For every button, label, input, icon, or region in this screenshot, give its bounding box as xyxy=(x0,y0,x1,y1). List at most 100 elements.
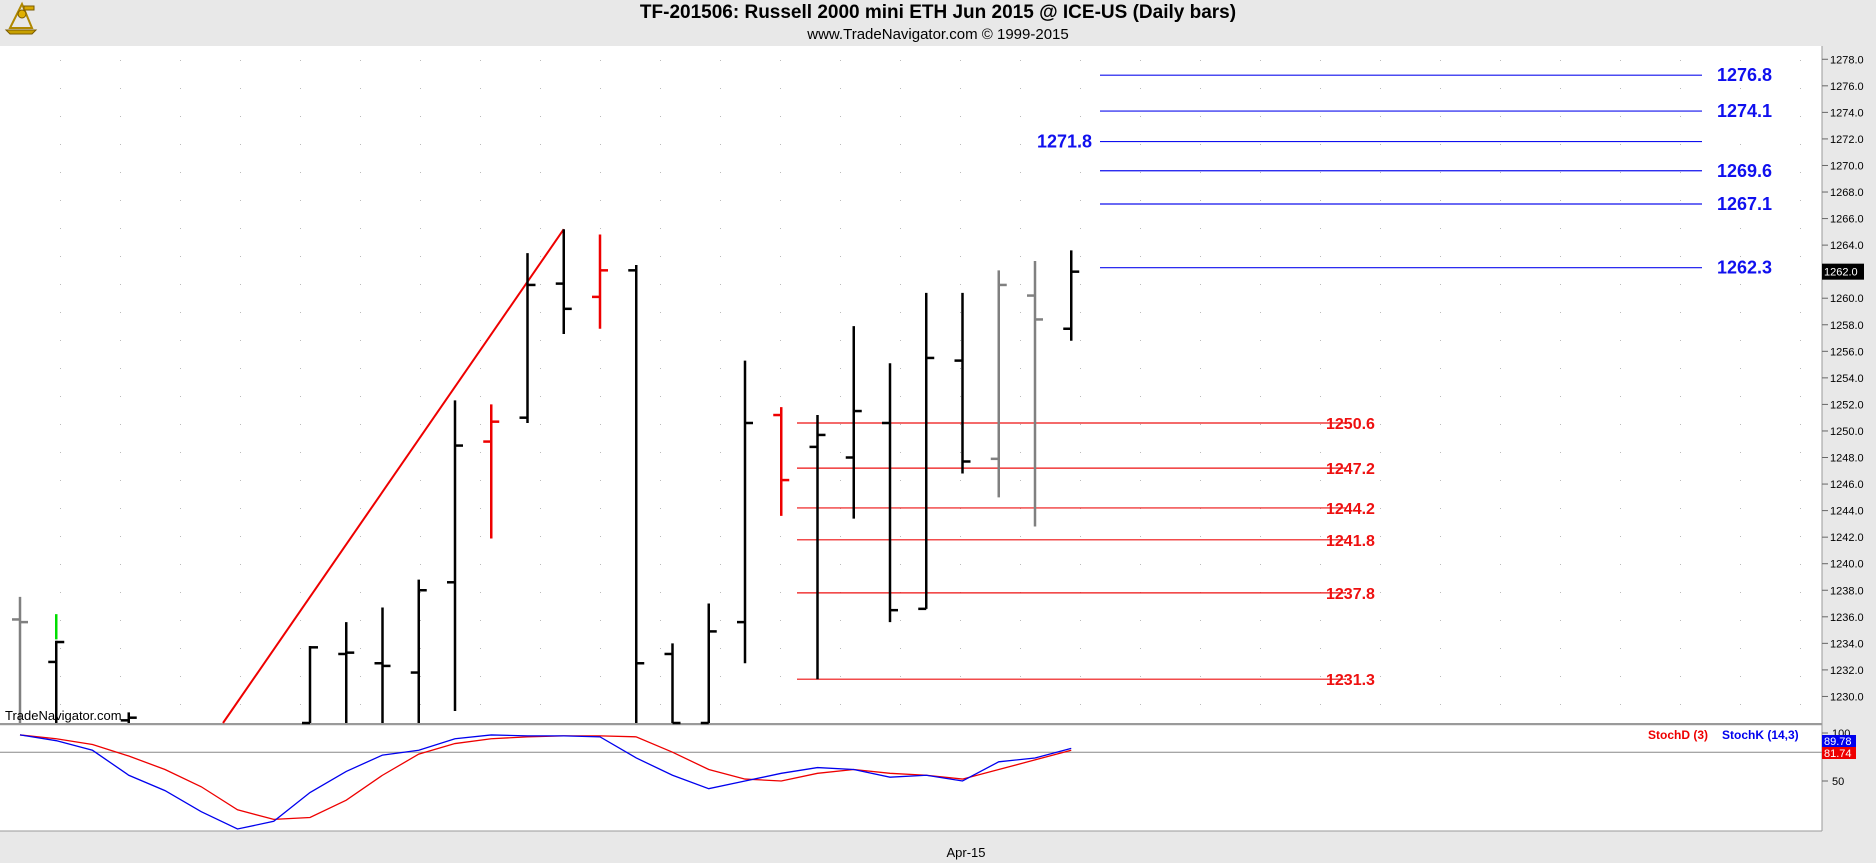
grid-dot xyxy=(1560,424,1561,425)
grid-dot xyxy=(1080,452,1081,453)
grid-dot xyxy=(1740,704,1741,705)
grid-dot xyxy=(900,704,901,705)
grid-dot xyxy=(780,620,781,621)
grid-dot xyxy=(1500,536,1501,537)
grid-dot xyxy=(1260,144,1261,145)
grid-dot xyxy=(1740,424,1741,425)
grid-dot xyxy=(1560,536,1561,537)
grid-dot xyxy=(540,620,541,621)
grid-dot xyxy=(120,536,121,537)
grid-dot xyxy=(1620,172,1621,173)
grid-dot xyxy=(1200,60,1201,61)
grid-dot xyxy=(720,284,721,285)
grid-dot xyxy=(1020,312,1021,313)
grid-dot xyxy=(780,88,781,89)
grid-dot xyxy=(1080,424,1081,425)
grid-dot xyxy=(120,228,121,229)
y-tick-label: 1278.0 xyxy=(1830,54,1864,66)
grid-dot xyxy=(1320,396,1321,397)
grid-dot xyxy=(1620,144,1621,145)
grid-dot xyxy=(1200,172,1201,173)
grid-dot xyxy=(1560,508,1561,509)
grid-dot xyxy=(900,620,901,621)
grid-dot xyxy=(540,536,541,537)
grid-dot xyxy=(960,144,961,145)
grid-dot xyxy=(1560,648,1561,649)
grid-dot xyxy=(1800,620,1801,621)
stochastic-panel-background xyxy=(0,726,1822,831)
grid-dot xyxy=(60,648,61,649)
grid-dot xyxy=(1620,480,1621,481)
grid-dot xyxy=(540,676,541,677)
grid-dot xyxy=(60,704,61,705)
grid-dot xyxy=(120,284,121,285)
grid-dot xyxy=(180,452,181,453)
grid-dot xyxy=(360,340,361,341)
y-tick-label: 1232.0 xyxy=(1830,665,1864,677)
grid-dot xyxy=(420,648,421,649)
grid-dot xyxy=(1740,508,1741,509)
grid-dot xyxy=(180,704,181,705)
grid-dot xyxy=(1800,424,1801,425)
grid-dot xyxy=(1380,88,1381,89)
grid-dot xyxy=(540,508,541,509)
grid-dot xyxy=(300,116,301,117)
grid-dot xyxy=(1260,228,1261,229)
grid-dot xyxy=(1800,200,1801,201)
grid-dot xyxy=(300,368,301,369)
grid-dot xyxy=(360,480,361,481)
grid-dot xyxy=(420,704,421,705)
grid-dot xyxy=(240,620,241,621)
grid-dot xyxy=(300,704,301,705)
grid-dot xyxy=(1200,88,1201,89)
grid-dot xyxy=(900,312,901,313)
grid-dot xyxy=(1560,200,1561,201)
y-tick-label: 1276.0 xyxy=(1830,81,1864,93)
price-axis: 1230.0 1232.0 1234.0 1236.0 1238.0 1240.0 1242… xyxy=(1822,54,1864,703)
grid-dot xyxy=(1260,284,1261,285)
grid-dot xyxy=(600,424,601,425)
grid-dot xyxy=(660,340,661,341)
grid-dot xyxy=(420,144,421,145)
grid-dot xyxy=(1620,256,1621,257)
grid-dot xyxy=(1560,144,1561,145)
red-level-label: 1231.3 xyxy=(1326,672,1375,689)
grid-dot xyxy=(1260,60,1261,61)
grid-dot xyxy=(960,424,961,425)
chart-subtitle: www.TradeNavigator.com © 1999-2015 xyxy=(807,26,1069,43)
grid-dot xyxy=(1260,676,1261,677)
grid-dot xyxy=(1260,424,1261,425)
grid-dot xyxy=(900,172,901,173)
grid-dot xyxy=(960,228,961,229)
grid-dot xyxy=(660,536,661,537)
grid-dot xyxy=(1440,88,1441,89)
grid-dot xyxy=(1020,648,1021,649)
grid-dot xyxy=(900,368,901,369)
grid-dot xyxy=(1080,144,1081,145)
grid-dot xyxy=(60,480,61,481)
grid-dot xyxy=(960,564,961,565)
y-tick-label: 1244.0 xyxy=(1830,506,1864,518)
ohlc-bar xyxy=(483,404,500,539)
grid-dot xyxy=(1440,424,1441,425)
grid-dot xyxy=(240,88,241,89)
grid-dot xyxy=(1440,620,1441,621)
grid-dot xyxy=(1560,256,1561,257)
grid-dot xyxy=(900,648,901,649)
grid-dot xyxy=(900,228,901,229)
blue-level-label: 1262.3 xyxy=(1717,258,1772,278)
grid-dot xyxy=(1560,172,1561,173)
blue-level-label: 1276.8 xyxy=(1717,65,1772,85)
y-tick-label: 1252.0 xyxy=(1830,399,1864,411)
last-price-label: 1262.0 xyxy=(1824,267,1858,279)
grid-dot xyxy=(1800,508,1801,509)
grid-dot xyxy=(480,676,481,677)
last-price-box xyxy=(1822,263,1864,280)
grid-dot xyxy=(1140,424,1141,425)
grid-dot xyxy=(60,424,61,425)
stochk-value-box xyxy=(1822,735,1856,747)
grid-dot xyxy=(300,620,301,621)
grid-dot xyxy=(600,60,601,61)
grid-dot xyxy=(660,88,661,89)
